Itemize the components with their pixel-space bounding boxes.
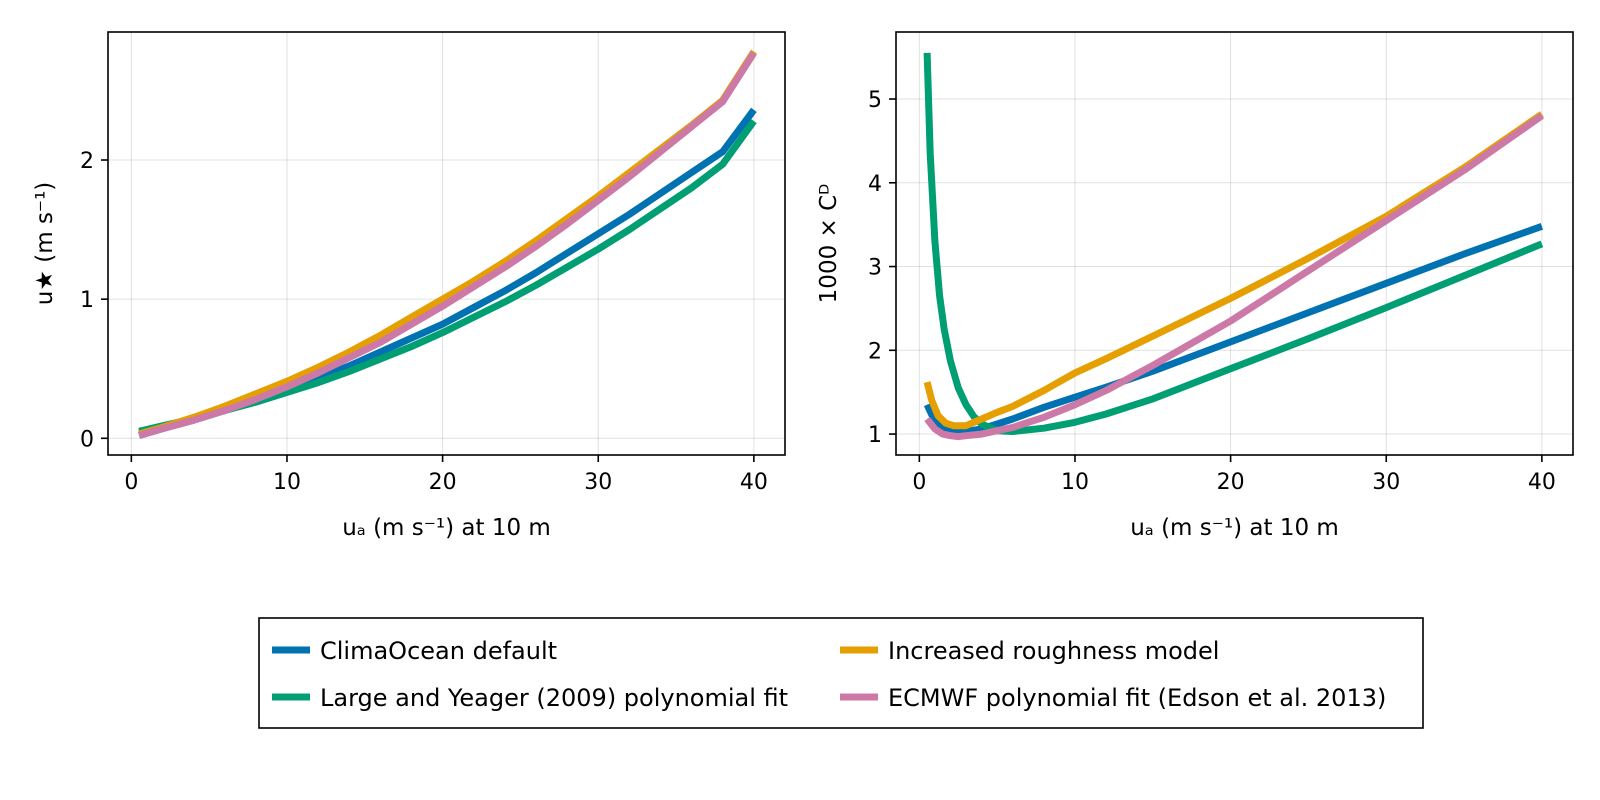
left-x-axis-label: uₐ (m s⁻¹) at 10 m <box>342 515 551 541</box>
left-series-climaocean-default <box>138 107 757 439</box>
left-ticks: 0 10 20 30 40 0 1 2 <box>80 149 768 495</box>
right-xtick-label-20: 20 <box>1217 470 1245 495</box>
right-ytick-label-1: 1 <box>868 423 882 448</box>
right-series-group <box>923 52 1544 441</box>
left-plot-frame <box>107 31 786 456</box>
left-series-group <box>138 49 757 439</box>
right-xtick-label-30: 30 <box>1372 470 1400 495</box>
legend-label-climaocean-default: ClimaOcean default <box>320 637 557 665</box>
left-xtick-label-10: 10 <box>273 470 301 495</box>
left-xtick-label-40: 40 <box>740 470 768 495</box>
right-series-ecmwf-polynomial-fit-edson-et-al-2013 <box>924 112 1544 441</box>
right-ytick-label-3: 3 <box>868 256 882 281</box>
legend-label-large-yeager: Large and Yeager (2009) polynomial fit <box>320 684 788 712</box>
left-ytick-label-0: 0 <box>80 427 94 452</box>
left-ytick-label-1: 1 <box>80 288 94 313</box>
right-x-axis-label: uₐ (m s⁻¹) at 10 m <box>1130 515 1339 541</box>
legend-label-increased-roughness: Increased roughness model <box>888 637 1219 665</box>
right-series-large-and-yeager-2009-polynomial-fit <box>923 52 1544 435</box>
left-xtick-label-20: 20 <box>429 470 457 495</box>
left-xtick-label-0: 0 <box>124 470 138 495</box>
right-series-climaocean-default <box>923 223 1544 435</box>
legend: ClimaOcean default Increased roughness m… <box>258 617 1424 729</box>
left-xtick-label-30: 30 <box>584 470 612 495</box>
right-xtick-label-40: 40 <box>1528 470 1556 495</box>
left-series-increased-roughness-model <box>138 49 757 438</box>
right-y-axis-label: 1000 × Cᴰ <box>816 184 842 304</box>
left-series-ecmwf-polynomial-fit-edson-et-al-2013 <box>138 51 757 439</box>
right-grid <box>896 32 1573 455</box>
left-grid <box>108 32 785 455</box>
legend-label-ecmwf: ECMWF polynomial fit (Edson et al. 2013) <box>888 684 1386 712</box>
left-y-axis-label: u★ (m s⁻¹) <box>32 182 58 306</box>
right-ytick-label-2: 2 <box>868 339 882 364</box>
left-series-large-and-yeager-2009-polynomial-fit <box>138 119 757 435</box>
right-xtick-label-0: 0 <box>912 470 926 495</box>
right-panel-drag-coefficient-plot: 0 10 20 30 40 1 2 3 4 5 uₐ (m s⁻¹) at 10 m 1000 ×… <box>816 31 1574 541</box>
right-ytick-label-4: 4 <box>868 172 882 197</box>
right-xtick-label-10: 10 <box>1061 470 1089 495</box>
left-ytick-label-2: 2 <box>80 149 94 174</box>
left-panel-ustar-plot: 0 10 20 30 40 0 1 2 uₐ (m s⁻¹) at 10 m u★ (m s⁻… <box>32 31 786 541</box>
right-ytick-label-5: 5 <box>868 88 882 113</box>
right-series-increased-roughness-model <box>923 111 1544 430</box>
legend-box <box>258 617 1424 729</box>
right-plot-frame <box>895 31 1574 456</box>
right-ticks: 0 10 20 30 40 1 2 3 4 5 <box>868 88 1556 495</box>
